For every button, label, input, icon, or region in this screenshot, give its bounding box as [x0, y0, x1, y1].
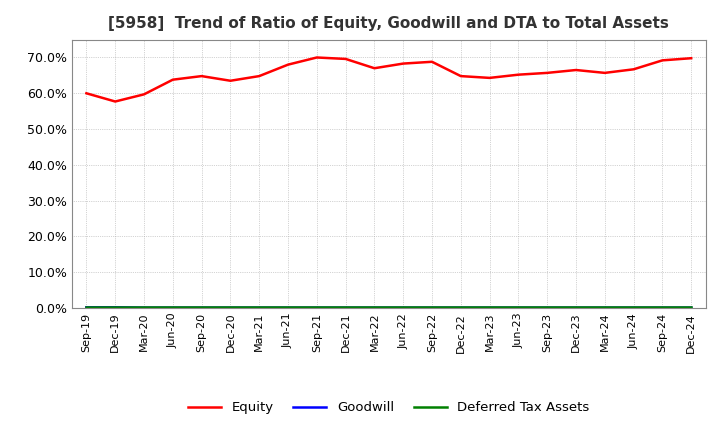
Deferred Tax Assets	[456, 304, 465, 310]
Goodwill	[658, 305, 667, 310]
Equity	[572, 67, 580, 73]
Equity	[341, 56, 350, 62]
Equity	[140, 92, 148, 97]
Deferred Tax Assets	[140, 304, 148, 310]
Deferred Tax Assets	[514, 304, 523, 310]
Title: [5958]  Trend of Ratio of Equity, Goodwill and DTA to Total Assets: [5958] Trend of Ratio of Equity, Goodwil…	[109, 16, 669, 32]
Goodwill	[485, 305, 494, 310]
Equity	[687, 55, 696, 61]
Goodwill	[572, 305, 580, 310]
Equity	[485, 75, 494, 81]
Deferred Tax Assets	[629, 304, 638, 310]
Deferred Tax Assets	[600, 304, 609, 310]
Goodwill	[428, 305, 436, 310]
Goodwill	[399, 305, 408, 310]
Goodwill	[341, 305, 350, 310]
Equity	[111, 99, 120, 104]
Equity	[370, 66, 379, 71]
Deferred Tax Assets	[572, 304, 580, 310]
Equity	[197, 73, 206, 79]
Deferred Tax Assets	[341, 304, 350, 310]
Equity	[168, 77, 177, 82]
Deferred Tax Assets	[687, 304, 696, 310]
Line: Equity: Equity	[86, 58, 691, 102]
Deferred Tax Assets	[370, 304, 379, 310]
Deferred Tax Assets	[111, 304, 120, 310]
Goodwill	[514, 305, 523, 310]
Goodwill	[226, 305, 235, 310]
Goodwill	[687, 305, 696, 310]
Deferred Tax Assets	[543, 304, 552, 310]
Equity	[284, 62, 292, 67]
Deferred Tax Assets	[255, 304, 264, 310]
Deferred Tax Assets	[485, 304, 494, 310]
Goodwill	[140, 305, 148, 310]
Equity	[543, 70, 552, 76]
Equity	[514, 72, 523, 77]
Goodwill	[255, 305, 264, 310]
Deferred Tax Assets	[284, 304, 292, 310]
Deferred Tax Assets	[226, 304, 235, 310]
Equity	[82, 91, 91, 96]
Equity	[226, 78, 235, 84]
Deferred Tax Assets	[658, 304, 667, 310]
Goodwill	[600, 305, 609, 310]
Goodwill	[312, 305, 321, 310]
Equity	[255, 73, 264, 79]
Goodwill	[82, 304, 91, 310]
Legend: Equity, Goodwill, Deferred Tax Assets: Equity, Goodwill, Deferred Tax Assets	[183, 396, 595, 419]
Deferred Tax Assets	[428, 304, 436, 310]
Deferred Tax Assets	[312, 304, 321, 310]
Goodwill	[284, 305, 292, 310]
Equity	[629, 67, 638, 72]
Equity	[428, 59, 436, 64]
Goodwill	[543, 305, 552, 310]
Goodwill	[168, 305, 177, 310]
Goodwill	[370, 305, 379, 310]
Goodwill	[629, 305, 638, 310]
Equity	[399, 61, 408, 66]
Equity	[456, 73, 465, 79]
Goodwill	[111, 304, 120, 310]
Goodwill	[456, 305, 465, 310]
Deferred Tax Assets	[399, 304, 408, 310]
Equity	[312, 55, 321, 60]
Goodwill	[197, 305, 206, 310]
Equity	[658, 58, 667, 63]
Equity	[600, 70, 609, 76]
Deferred Tax Assets	[168, 304, 177, 310]
Deferred Tax Assets	[197, 304, 206, 310]
Deferred Tax Assets	[82, 304, 91, 310]
